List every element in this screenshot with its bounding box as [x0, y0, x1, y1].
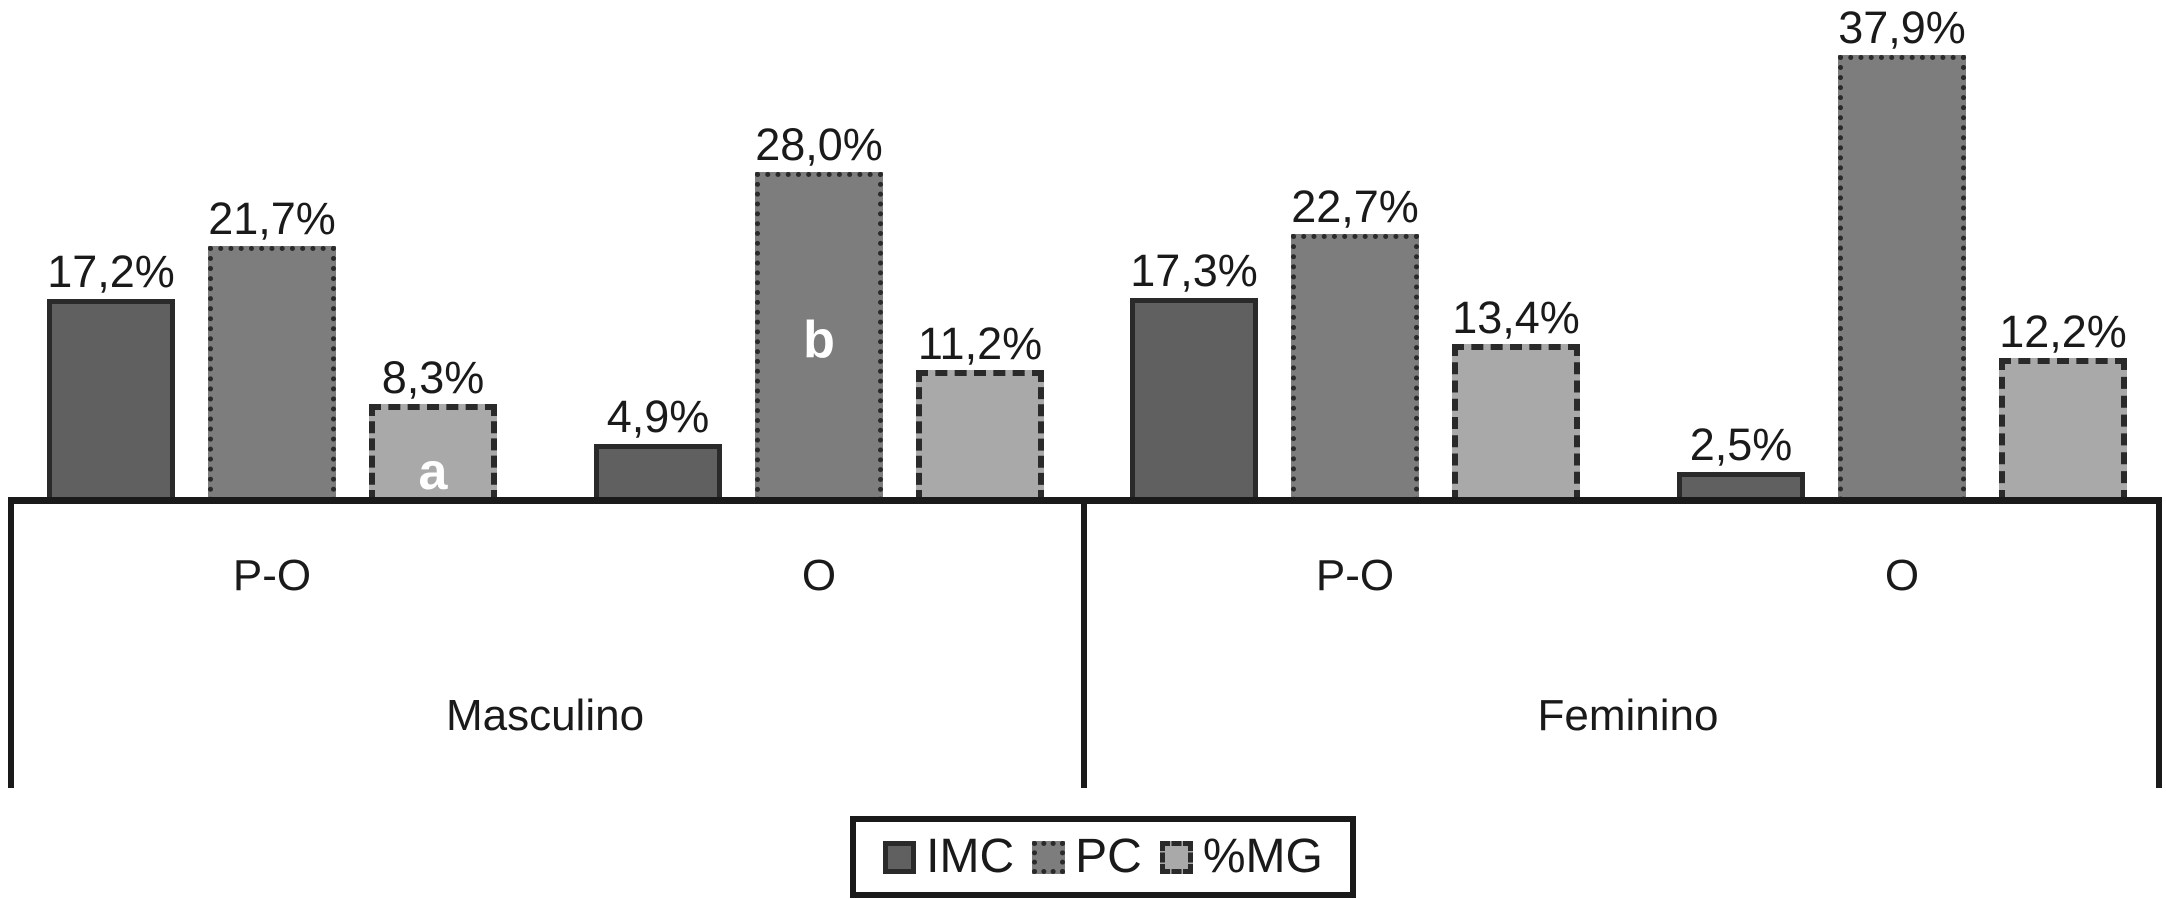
- group-label-Feminino: Feminino: [1537, 691, 1719, 740]
- bar-annotation-b: b: [803, 310, 835, 369]
- bar-IMC-P-O-Feminino: 17,3%: [1130, 248, 1258, 502]
- legend-swatch-PC: [1032, 840, 1066, 874]
- bar-value-label: 22,7%: [1291, 181, 1419, 232]
- bar-value-label: 13,4%: [1452, 292, 1580, 343]
- axis-separator-2: [2156, 503, 2162, 788]
- bar-value-label: 17,3%: [1130, 245, 1258, 296]
- bar-value-label: 4,9%: [606, 391, 710, 442]
- bar-pctMG-O-Feminino: 12,2%: [1999, 309, 2127, 502]
- bar-PC-O-Feminino: 37,9%: [1838, 5, 1966, 502]
- bar-value-label: 21,7%: [208, 193, 336, 244]
- bar-value-label: 17,2%: [47, 246, 175, 297]
- subcategory-label-P-O-Masculino: P-O: [232, 551, 312, 600]
- legend-item-IMC: IMC: [883, 833, 1014, 881]
- bar-value-label: 37,9%: [1838, 2, 1966, 53]
- legend-label-IMC: IMC: [926, 830, 1015, 883]
- bar-IMC-P-O-Masculino: 17,2%: [47, 249, 175, 502]
- group-label-Masculino: Masculino: [445, 691, 645, 740]
- subcategory-label-O-Masculino: O: [801, 551, 837, 600]
- bar-pctMG-O-Masculino: 11,2%: [916, 321, 1044, 502]
- legend-swatch-pctMG: [1159, 840, 1193, 874]
- bar-IMC-O-Masculino: 4,9%: [594, 394, 722, 502]
- axis-separator-0: [8, 503, 14, 788]
- x-axis-line: [8, 497, 2162, 504]
- bar-PC-P-O-Feminino: 22,7%: [1291, 184, 1419, 502]
- subcategory-label-O-Feminino: O: [1884, 551, 1920, 600]
- bar-value-label: 2,5%: [1689, 419, 1793, 470]
- bar-PC-P-O-Masculino: 21,7%: [208, 196, 336, 502]
- bar-PC-O-Masculino: 28,0% b: [755, 122, 883, 502]
- bar-value-label: 8,3%: [381, 352, 485, 403]
- legend-label-pctMG: %MG: [1202, 830, 1323, 883]
- legend-label-PC: PC: [1075, 830, 1142, 883]
- bar-value-label: 28,0%: [755, 119, 883, 170]
- legend: IMC PC %MG: [850, 816, 1356, 898]
- axis-separator-1: [1081, 503, 1087, 788]
- bar-pctMG-P-O-Feminino: 13,4%: [1452, 295, 1580, 502]
- legend-swatch-IMC: [883, 840, 917, 874]
- bar-value-label: 12,2%: [1999, 306, 2127, 357]
- legend-item-PC: PC: [1032, 833, 1142, 881]
- bar-pctMG-P-O-Masculino: 8,3% a: [369, 355, 497, 502]
- subcategory-label-P-O-Feminino: P-O: [1315, 551, 1395, 600]
- bar-value-label: 11,2%: [917, 318, 1043, 369]
- bar-annotation-a: a: [418, 443, 448, 501]
- legend-item-pctMG: %MG: [1159, 830, 1323, 883]
